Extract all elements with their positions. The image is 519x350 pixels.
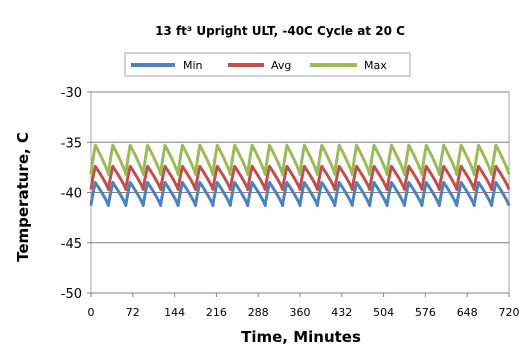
- chart-title: 13 ft³ Upright ULT, -40C Cycle at 20 C: [155, 24, 405, 38]
- series-line-avg: [89, 164, 511, 191]
- legend-box: [124, 52, 411, 77]
- x-tick-label: 144: [164, 306, 185, 319]
- y-tick-label: -40: [61, 187, 82, 202]
- y-tick-label: -30: [61, 86, 82, 101]
- x-tick-label: 360: [290, 306, 311, 319]
- legend-label-min: Min: [183, 59, 203, 72]
- plot-area: -30 -35 -40 -45 -50 0 72 144 216 288 360 432 504 576 6…: [61, 86, 519, 319]
- x-tick-label: 72: [126, 306, 140, 319]
- series-line-min: [89, 180, 511, 208]
- x-tick-label: 504: [373, 306, 394, 319]
- y-tick-label: -45: [61, 237, 82, 252]
- x-axis-label: Time, Minutes: [241, 328, 361, 346]
- series-line-max: [89, 143, 511, 176]
- legend: Min Avg Max: [124, 52, 411, 77]
- x-tick-label: 576: [415, 306, 436, 319]
- x-tick-label: 432: [331, 306, 352, 319]
- x-tick-label: 0: [88, 306, 95, 319]
- x-tick-label: 720: [499, 306, 519, 319]
- y-tick-label: -35: [61, 136, 82, 151]
- y-tick-label: -50: [61, 287, 82, 302]
- legend-label-avg: Avg: [271, 59, 291, 72]
- x-tick-label: 648: [457, 306, 478, 319]
- y-axis-label: Temperature, C: [14, 132, 32, 262]
- legend-label-max: Max: [364, 59, 387, 72]
- x-tick-label: 288: [248, 306, 269, 319]
- x-tick-label: 216: [206, 306, 227, 319]
